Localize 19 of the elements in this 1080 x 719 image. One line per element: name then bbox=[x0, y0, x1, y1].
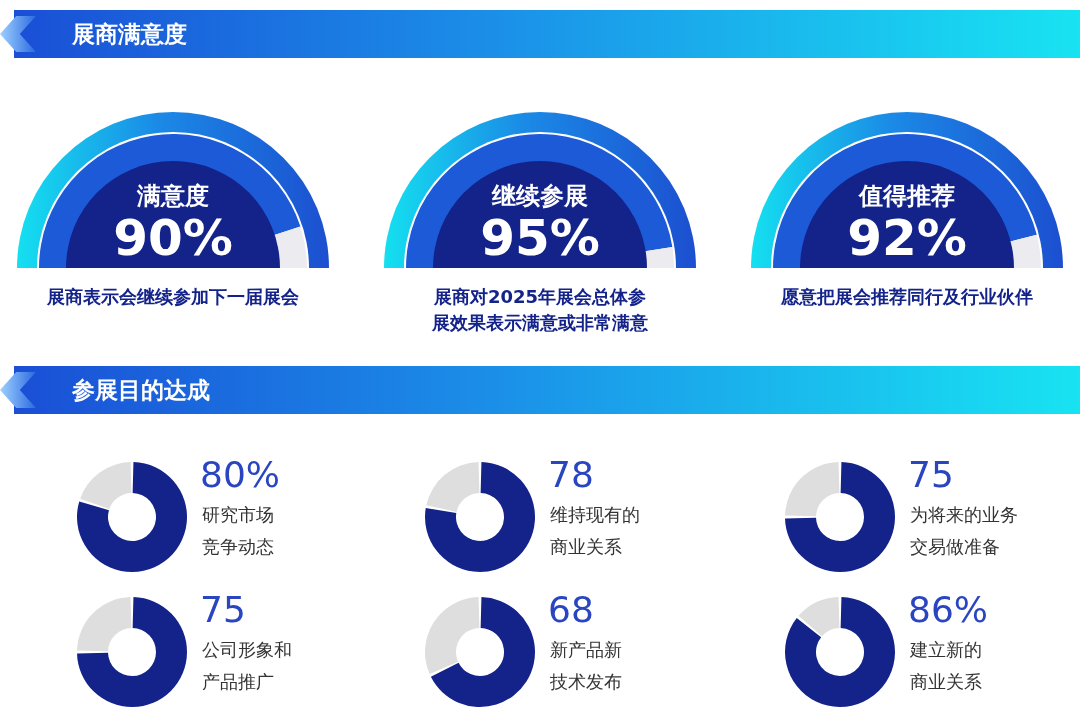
data-label: 80% bbox=[200, 454, 281, 495]
text: 愿意把展会推荐同行及行业伙伴 bbox=[780, 285, 1034, 309]
data-label: 75 bbox=[908, 454, 954, 495]
text: 研究市场竞争动态 bbox=[202, 503, 275, 559]
text: 展商满意度 bbox=[72, 20, 187, 49]
text: 公司形象和产品推广 bbox=[202, 638, 293, 694]
data-label: 68 bbox=[548, 589, 594, 630]
text: 新产品新技术发布 bbox=[550, 638, 623, 694]
text: 展商对2025年展会总体参展效果表示满意或非常满意 bbox=[431, 285, 649, 335]
text: 为将来的业务交易做准备 bbox=[910, 503, 1019, 559]
text: 展商表示会继续参加下一届展会 bbox=[46, 285, 300, 309]
text: 继续参展 bbox=[490, 181, 589, 212]
text: 建立新的商业关系 bbox=[910, 638, 983, 694]
text: 参展目的达成 bbox=[72, 376, 210, 405]
data-label: 78 bbox=[548, 454, 594, 495]
data-label: 86% bbox=[908, 589, 989, 630]
text: 维持现有的商业关系 bbox=[550, 503, 641, 559]
data-label: 75 bbox=[200, 589, 246, 630]
data-label: 95% bbox=[479, 209, 601, 268]
